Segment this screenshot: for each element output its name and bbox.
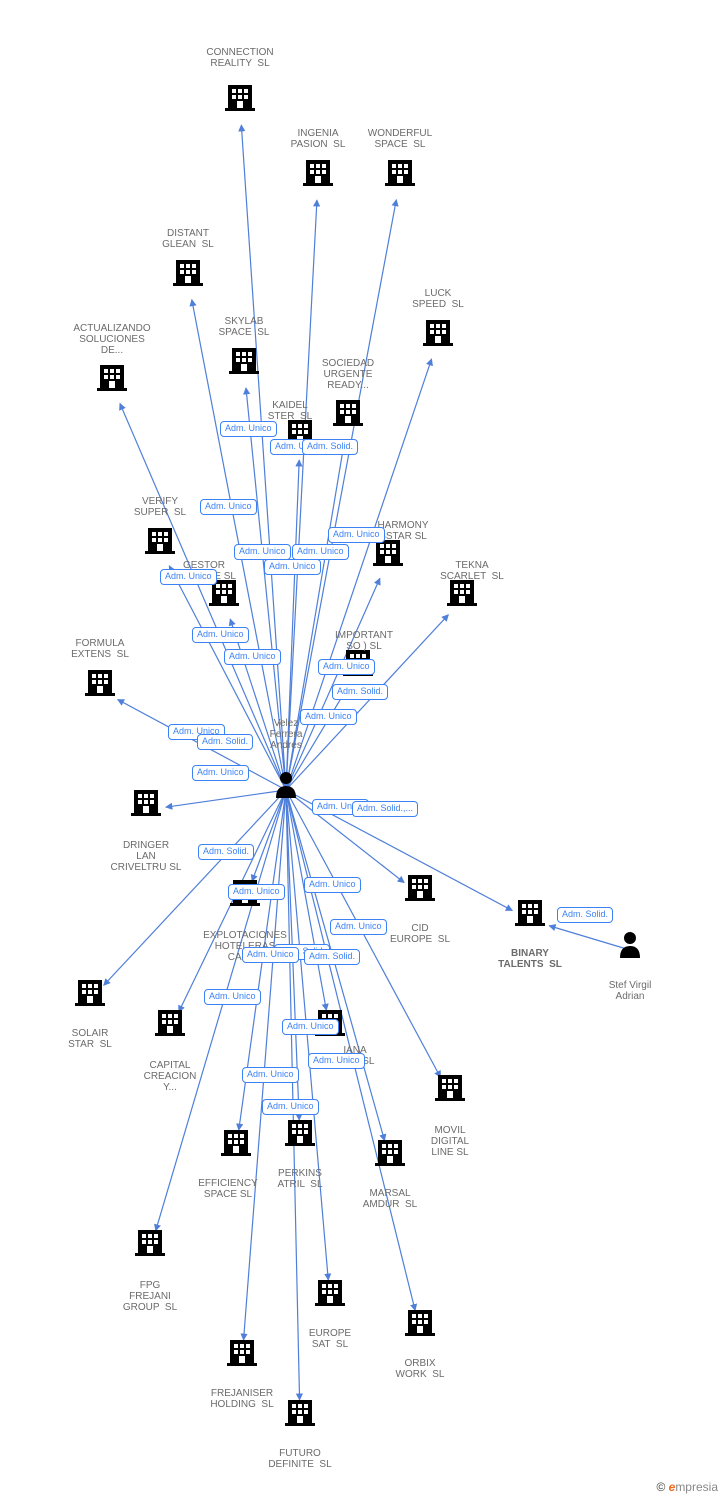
company-node[interactable] — [315, 1010, 345, 1036]
company-node[interactable] — [75, 980, 105, 1006]
edge-line — [286, 578, 380, 790]
company-node[interactable] — [227, 1340, 257, 1366]
edge-line — [104, 790, 286, 985]
network-canvas — [0, 0, 728, 1500]
brand-rest: mpresia — [675, 1480, 718, 1494]
company-node[interactable] — [385, 160, 415, 186]
edge-line — [286, 790, 300, 1400]
company-node[interactable] — [285, 1400, 315, 1426]
company-node-highlight[interactable] — [515, 900, 545, 926]
company-node[interactable] — [375, 1140, 405, 1166]
company-node[interactable] — [173, 260, 203, 286]
edge-line — [286, 790, 415, 1311]
company-node[interactable] — [155, 1010, 185, 1036]
edge-line — [241, 125, 286, 790]
company-node[interactable] — [343, 650, 373, 676]
edge-line — [286, 460, 299, 790]
company-node[interactable] — [85, 670, 115, 696]
company-node[interactable] — [435, 1075, 465, 1101]
company-node[interactable] — [145, 528, 175, 554]
company-node[interactable] — [225, 85, 255, 111]
company-node[interactable] — [221, 1130, 251, 1156]
company-node[interactable] — [447, 580, 477, 606]
company-node[interactable] — [209, 580, 239, 606]
company-node[interactable] — [303, 160, 333, 186]
edge-line — [286, 200, 317, 790]
edge-line — [549, 926, 630, 950]
edge-line — [286, 790, 441, 1077]
edge-line — [179, 790, 286, 1012]
company-node[interactable] — [405, 875, 435, 901]
edge-line — [120, 403, 286, 790]
company-node[interactable] — [285, 1120, 315, 1146]
footer-credit: © empresia — [656, 1480, 718, 1494]
company-node[interactable] — [135, 1230, 165, 1256]
edge-line — [244, 790, 286, 1340]
company-node[interactable] — [333, 400, 363, 426]
edge-line — [286, 200, 396, 790]
edge-line — [286, 790, 404, 883]
edge-line — [166, 790, 286, 807]
company-node[interactable] — [97, 365, 127, 391]
edge-line — [252, 790, 286, 881]
copyright-symbol: © — [656, 1480, 665, 1494]
edge-line — [239, 790, 286, 1130]
person-node[interactable] — [620, 932, 640, 958]
company-node[interactable] — [131, 790, 161, 816]
edge-line — [286, 615, 448, 790]
company-node[interactable] — [229, 348, 259, 374]
edge-line — [286, 790, 326, 1010]
company-node[interactable] — [423, 320, 453, 346]
company-node[interactable] — [230, 880, 260, 906]
company-node[interactable] — [405, 1310, 435, 1336]
edge-line — [286, 790, 512, 911]
company-node[interactable] — [285, 420, 315, 446]
company-node[interactable] — [373, 540, 403, 566]
company-node[interactable] — [315, 1280, 345, 1306]
